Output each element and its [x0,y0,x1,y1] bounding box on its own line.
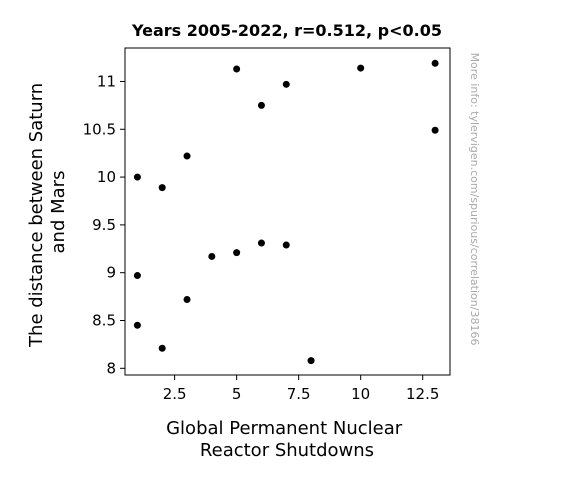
y-axis-label-line-2: and Mars [48,171,69,254]
x-tick-label: 7.5 [287,385,311,403]
y-tick-label: 9.5 [92,216,116,234]
data-point [357,64,365,72]
y-axis-label-line-1: The distance between Saturn [26,83,47,348]
data-point [133,321,141,329]
x-axis-label-line-1: Global Permanent Nuclear [166,418,403,439]
data-point [282,80,290,88]
data-point [133,272,141,280]
y-tick-label: 8 [106,359,116,377]
data-point [183,152,191,160]
x-tick-label: 5 [232,385,242,403]
data-point [158,344,166,352]
data-point [183,295,191,303]
data-point [233,65,241,73]
y-tick-label: 9 [106,264,116,282]
data-point [133,173,141,181]
data-point [307,357,315,365]
plot-area [124,47,451,376]
chart-title: Years 2005-2022, r=0.512, p<0.05 [131,21,442,40]
data-point [208,252,216,260]
x-tick-label: 12.5 [406,385,439,403]
data-points [133,59,439,365]
data-point [282,241,290,249]
watermark-text: More info: tylervigen.com/spurious/corre… [468,53,481,346]
y-axis-label: The distance between Saturn and Mars [26,77,69,348]
x-axis-label-line-2: Reactor Shutdowns [200,440,374,461]
x-axis: 2.5 5 7.5 10 12.5 [163,375,439,403]
y-tick-label: 11 [97,72,116,90]
y-axis: 8 8.5 9 9.5 10 10.5 11 [83,72,125,377]
data-point [158,184,166,192]
x-axis-label: Global Permanent Nuclear Reactor Shutdow… [166,418,408,461]
y-tick-label: 8.5 [92,312,116,330]
data-point [431,126,439,134]
y-tick-label: 10 [97,168,116,186]
x-tick-label: 2.5 [163,385,187,403]
x-tick-label: 10 [351,385,370,403]
data-point [233,249,241,257]
data-point [431,59,439,67]
y-tick-label: 10.5 [83,120,116,138]
data-point [257,239,265,247]
data-point [257,101,265,109]
